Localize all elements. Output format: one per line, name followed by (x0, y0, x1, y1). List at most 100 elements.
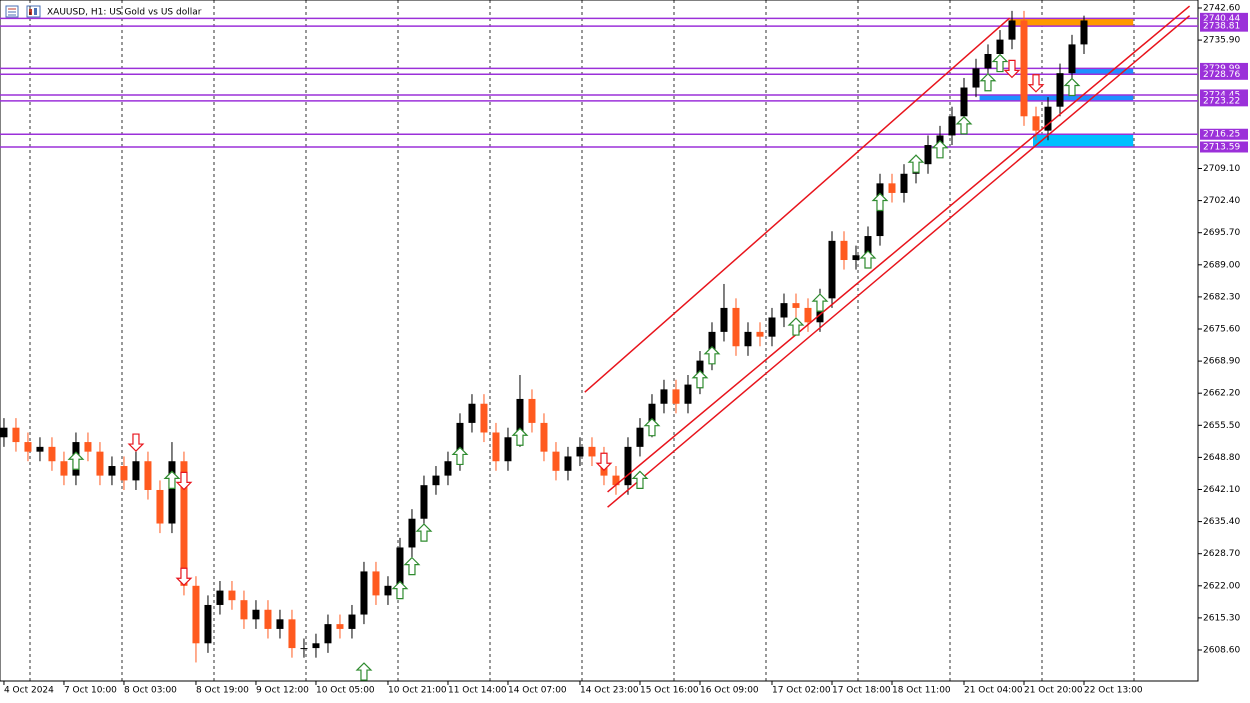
candle-body (180, 461, 188, 586)
buy-arrow (451, 446, 469, 466)
sell-arrow (175, 567, 193, 587)
candle-body (408, 518, 416, 548)
candle-body (1080, 20, 1088, 45)
level-label: 2738.81 (1203, 22, 1240, 32)
candle-body (972, 68, 980, 88)
y-tick-label: 2655.50 (1203, 421, 1240, 431)
candle-body (96, 451, 104, 476)
candle-body (36, 446, 44, 452)
buy-arrow (1063, 77, 1081, 97)
candle-body (804, 307, 812, 323)
candle-body (1044, 106, 1052, 131)
zone (979, 94, 1134, 101)
x-tick-label: 17 Oct 18:00 (832, 686, 891, 696)
candle-body (300, 648, 308, 650)
buy-arrow (979, 72, 997, 92)
candle-body (900, 173, 908, 193)
buy-arrow (907, 154, 925, 173)
candle-body (840, 240, 848, 261)
level-label-bg (1200, 68, 1248, 80)
x-tick-label: 17 Oct 02:00 (772, 686, 831, 696)
candle-body (60, 461, 68, 476)
x-tick-label: 21 Oct 20:00 (1024, 686, 1083, 696)
candle-body (108, 466, 116, 476)
candle-body (864, 236, 872, 256)
candle-body (492, 432, 500, 462)
candle-body (192, 585, 200, 644)
candle-body (360, 571, 368, 615)
candle-body (720, 307, 728, 332)
y-tick-label: 2642.10 (1203, 485, 1240, 495)
candle-body (1068, 44, 1076, 74)
x-tick-label: 9 Oct 12:00 (256, 686, 309, 696)
candle-body (576, 446, 584, 457)
y-tick-label: 2615.30 (1203, 613, 1240, 623)
candle-body (264, 609, 272, 629)
y-tick-label: 2695.70 (1203, 228, 1240, 238)
x-tick-label: 15 Oct 16:00 (640, 686, 699, 696)
candle-body (984, 53, 992, 69)
x-tick-label: 21 Oct 04:00 (964, 686, 1023, 696)
candle-body (1032, 116, 1040, 131)
candle-body (132, 461, 140, 481)
candle-body (228, 590, 236, 601)
candle-body (648, 403, 656, 428)
y-tick-label: 2668.90 (1203, 357, 1240, 367)
y-tick-label: 2742.60 (1203, 4, 1240, 14)
candle-body (48, 446, 56, 462)
zone (1069, 68, 1134, 75)
level-label-bg (1200, 89, 1248, 101)
buy-arrow (871, 192, 889, 212)
candle-body (384, 585, 392, 596)
candle-body (852, 255, 860, 261)
title-icons (5, 5, 41, 18)
y-tick-label: 2628.70 (1203, 549, 1240, 559)
x-tick-label: 10 Oct 21:00 (388, 686, 447, 696)
sell-arrow (1027, 74, 1045, 93)
candle-body (504, 437, 512, 462)
buy-arrow (631, 470, 649, 489)
candle-body (468, 403, 476, 423)
candle-body (24, 442, 32, 452)
candle-body (168, 461, 176, 524)
candle-body (792, 303, 800, 308)
level-label-bg (1200, 12, 1248, 24)
buy-arrow (859, 250, 877, 269)
candle-body (216, 590, 224, 605)
level-label: 2723.22 (1203, 96, 1240, 106)
buy-arrow (163, 470, 181, 489)
plot-frame (0, 0, 1199, 682)
candle-body (996, 39, 1004, 54)
y-tick-label: 2682.30 (1203, 292, 1240, 302)
x-tick-label: 7 Oct 10:00 (64, 686, 117, 696)
candle-body (288, 619, 296, 649)
level-label-bg (1200, 128, 1248, 140)
candle-body (516, 398, 524, 438)
candle-body (636, 427, 644, 447)
sell-arrow (127, 433, 145, 452)
candle-body (324, 624, 332, 644)
buy-arrow (355, 662, 373, 681)
candle-body (672, 389, 680, 404)
candle-body (552, 451, 560, 471)
x-tick-label: 8 Oct 03:00 (124, 686, 177, 696)
candle-body (1056, 73, 1064, 107)
buy-arrow (415, 523, 433, 542)
y-tick-label: 2635.40 (1203, 517, 1240, 527)
buy-arrow (403, 556, 421, 576)
candle-body (480, 403, 488, 433)
candle-body (348, 614, 356, 629)
candle-body (0, 427, 8, 438)
buy-arrow (811, 293, 829, 312)
buy-arrow (691, 369, 709, 389)
candle-body (204, 604, 212, 644)
level-label: 2728.76 (1203, 70, 1240, 80)
candle-body (444, 461, 452, 476)
buy-arrow (703, 345, 721, 365)
level-label: 2740.44 (1203, 14, 1240, 24)
y-tick-label: 2648.80 (1203, 453, 1240, 463)
x-tick-label: 16 Oct 09:00 (700, 686, 759, 696)
x-tick-label: 14 Oct 07:00 (508, 686, 567, 696)
